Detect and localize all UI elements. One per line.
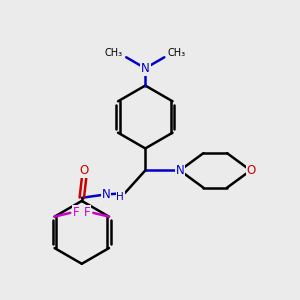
Text: F: F: [84, 206, 90, 219]
Text: CH₃: CH₃: [105, 48, 123, 58]
Text: N: N: [141, 62, 150, 75]
Text: N: N: [102, 188, 110, 200]
Text: O: O: [80, 164, 89, 177]
Text: N: N: [176, 164, 184, 177]
Text: CH₃: CH₃: [167, 48, 186, 58]
Text: F: F: [73, 206, 80, 219]
Text: H: H: [116, 192, 124, 202]
Text: O: O: [247, 164, 256, 177]
